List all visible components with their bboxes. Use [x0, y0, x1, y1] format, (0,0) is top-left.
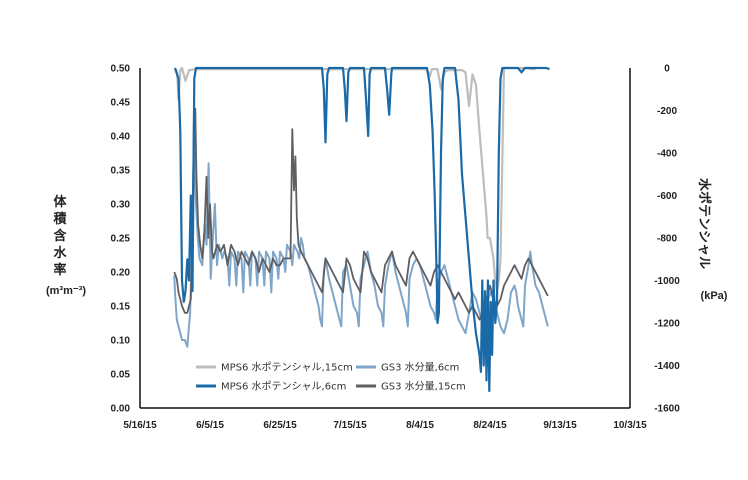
right-tick-labels: 0 -200 -400 -600 -800 -1000 -1200 -1400 -1600 [654, 64, 680, 415]
right-axis-label: 水ポテンシャル [696, 178, 712, 269]
x-tick-label: 7/15/15 [333, 420, 367, 431]
left-tick-label: 0.10 [111, 336, 131, 347]
left-tick-label: 0.50 [111, 64, 131, 75]
right-tick-label: -200 [657, 106, 677, 117]
right-tick-label: -1200 [654, 319, 680, 330]
x-tick-label: 5/16/15 [123, 420, 157, 431]
left-tick-label: 0.45 [111, 98, 131, 109]
left-tick-label: 0.15 [111, 302, 131, 313]
x-tick-label: 6/25/15 [263, 420, 297, 431]
left-axis-label-char: 含 [52, 228, 67, 244]
left-tick-label: 0.25 [111, 234, 131, 245]
legend-label: MPS6 水ポテンシャル,6cm [221, 381, 346, 393]
right-tick-label: 0 [664, 64, 670, 75]
x-tick-label: 10/3/15 [613, 420, 647, 431]
right-tick-label: -1600 [654, 404, 680, 415]
legend: MPS6 水ポテンシャル,15cm GS3 水分量,6cm MPS6 水ポテンシャル… [196, 362, 466, 393]
left-tick-label: 0.40 [111, 132, 131, 143]
x-tick-label: 9/13/15 [543, 420, 577, 431]
right-tick-label: -1400 [654, 361, 680, 372]
legend-label: GS3 水分量,6cm [381, 362, 459, 374]
right-tick-label: -400 [657, 149, 677, 160]
series-line [173, 107, 549, 321]
left-axis-label-char: 積 [52, 211, 67, 227]
left-tick-label: 0.20 [111, 268, 131, 279]
x-tick-label: 8/4/15 [406, 420, 434, 431]
left-axis-label-char: 体 [53, 194, 67, 210]
legend-label: GS3 水分量,15cm [381, 381, 466, 393]
x-tick-label: 8/24/15 [473, 420, 507, 431]
legend-label: MPS6 水ポテンシャル,15cm [221, 362, 353, 374]
left-axis-label-char: 水 [53, 245, 67, 261]
x-tick-label: 6/5/15 [196, 420, 224, 431]
left-axis-label-char: 率 [53, 262, 66, 278]
right-tick-label: -600 [657, 191, 677, 202]
left-tick-label: 0.05 [111, 370, 131, 381]
right-axis-unit: (kPa) [701, 290, 728, 302]
left-tick-labels: 0.00 0.05 0.10 0.15 0.20 0.25 0.30 0.35 0.40 0.45… [111, 64, 131, 415]
left-tick-label: 0.00 [111, 404, 131, 415]
right-tick-label: -1000 [654, 276, 680, 287]
left-tick-label: 0.30 [111, 200, 131, 211]
right-tick-label: -800 [657, 234, 677, 245]
axes [139, 68, 631, 409]
series-line [173, 66, 550, 393]
x-tick-labels: 5/16/15 6/5/15 6/25/15 7/15/15 8/4/15 8/24/15… [123, 420, 647, 431]
series-lines [173, 66, 550, 393]
left-axis-unit: (m³m⁻³) [46, 285, 86, 297]
left-tick-label: 0.35 [111, 166, 131, 177]
